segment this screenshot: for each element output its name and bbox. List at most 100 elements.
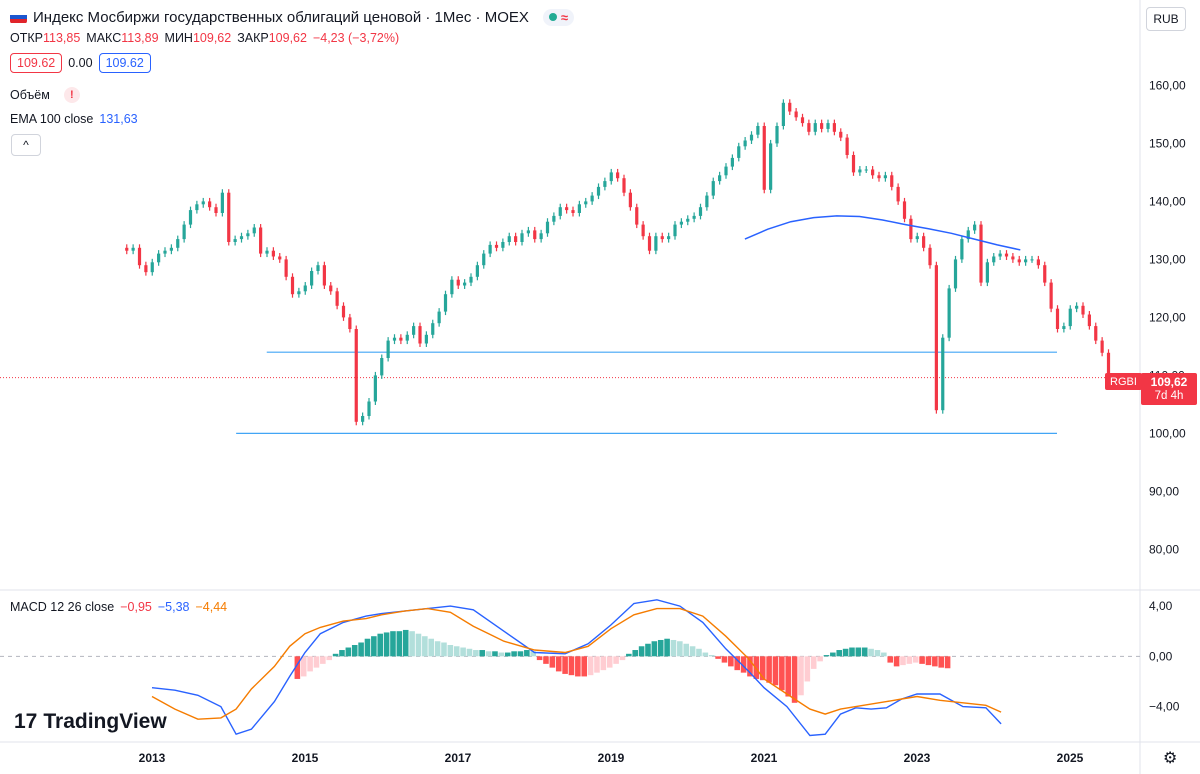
macd-hist-bar: [925, 656, 932, 666]
macd-hist-bar: [893, 656, 900, 667]
candle-body: [246, 233, 250, 237]
macd-hist-bar: [383, 632, 390, 657]
macd-hist-bar: [555, 656, 562, 672]
chart-title-bar[interactable]: Индекс Мосбиржи государственных облигаци…: [10, 6, 575, 28]
macd-hist-bar: [320, 656, 326, 664]
candle-body: [698, 207, 703, 216]
macd-hist-bar: [294, 656, 301, 679]
candle-body: [877, 175, 881, 179]
macd-hist-bar: [358, 642, 364, 657]
candle-body: [660, 236, 664, 240]
candle-body: [163, 250, 167, 254]
macd-hist-bar: [466, 648, 473, 657]
tradingview-logo[interactable]: 17 TradingView: [14, 710, 167, 734]
macd-hist-bar: [861, 647, 868, 657]
macd-hist-bar: [581, 656, 588, 677]
macd-hist-bar: [855, 647, 862, 657]
candle-body: [545, 221, 550, 234]
candle-body: [558, 207, 562, 216]
candle-body: [469, 276, 473, 283]
macd-hist-bar: [473, 650, 479, 657]
candle-body: [1075, 305, 1079, 309]
candle-body: [341, 305, 346, 318]
close-value: 109,62: [268, 31, 307, 45]
macd-hist-bar: [804, 656, 811, 682]
candle-body: [482, 253, 486, 266]
candle-body: [590, 195, 594, 202]
candle-body: [909, 218, 913, 240]
macd-hist-bar: [498, 652, 505, 657]
candle-body: [628, 192, 632, 208]
candle-body: [692, 215, 696, 219]
market-status[interactable]: ≈: [542, 8, 575, 26]
macd-hist-bar: [332, 653, 339, 657]
macd-hist-bar: [626, 653, 632, 657]
candle-body: [310, 271, 314, 286]
macd-hist-bar: [785, 656, 792, 697]
macd-hist-bar: [696, 648, 702, 657]
macd-line-value: −5,38: [157, 600, 190, 614]
candle-body: [1081, 305, 1085, 315]
candle-body: [475, 265, 479, 277]
candle-body: [443, 294, 448, 312]
macd-legend[interactable]: MACD 12 26 close −0,95 −5,38 −4,44: [10, 600, 227, 614]
currency-button[interactable]: RUB: [1146, 7, 1186, 31]
buy-price-button[interactable]: 109.62: [98, 53, 151, 73]
candle-body: [137, 247, 142, 266]
candle-body: [641, 224, 645, 237]
wave-icon: ≈: [560, 9, 569, 25]
macd-hist-bar: [651, 641, 658, 657]
macd-hist-bar: [944, 656, 951, 669]
candle-body: [418, 326, 422, 344]
y-tick-label: 90,00: [1149, 484, 1179, 498]
flag-stripe: [10, 14, 27, 20]
y-tick-label: 100,00: [1149, 426, 1186, 440]
ohlc-legend: ОТКР113,85 МАКС113,89 МИН109,62 ЗАКР109,…: [10, 31, 399, 45]
macd-hist-bar: [830, 652, 836, 657]
candle-body: [501, 242, 505, 248]
trade-price-boxes: 109.62 0.00 109.62: [10, 53, 151, 73]
y-tick-label: 150,00: [1149, 136, 1186, 150]
macd-hist-bar: [422, 636, 428, 657]
candle-body: [749, 134, 754, 141]
sell-price-button[interactable]: 109.62: [10, 53, 63, 73]
warning-icon[interactable]: !: [63, 87, 80, 103]
candle-body: [737, 146, 741, 158]
macd-hist-bar: [932, 656, 938, 667]
candle-body: [1024, 259, 1028, 263]
tradingview-logo-icon: 17: [14, 710, 38, 733]
low-label: МИН: [164, 31, 193, 45]
flag-stripe: [10, 10, 27, 15]
candle-body: [1087, 314, 1091, 327]
macd-hist-bar: [447, 645, 454, 657]
candle-body: [781, 102, 785, 126]
candle-body: [832, 123, 836, 132]
candle-body: [973, 224, 977, 231]
candle-body: [354, 329, 358, 422]
macd-hist-bar: [543, 656, 549, 664]
gear-icon[interactable]: ⚙: [1163, 750, 1178, 767]
macd-hist-bar: [912, 656, 919, 663]
high-label: МАКС: [86, 31, 122, 45]
candle-body: [1011, 256, 1015, 260]
y-tick-label: 120,00: [1149, 310, 1186, 324]
russia-flag-icon: [10, 10, 27, 24]
ema-legend[interactable]: EMA 100 close 131,63: [10, 112, 138, 126]
x-tick-label: 2023: [904, 751, 931, 765]
macd-hist-bar: [460, 647, 466, 657]
symbol-title: Индекс Мосбиржи государственных облигаци…: [33, 8, 529, 26]
volume-legend[interactable]: Объём !: [10, 87, 80, 103]
candle-body: [182, 224, 186, 240]
candle-body: [1068, 308, 1072, 327]
candle-body: [839, 131, 843, 138]
macd-hist-bar: [798, 656, 804, 696]
last-price-tag: 109,62 7d 4h: [1141, 373, 1197, 405]
candle-body: [902, 201, 907, 219]
candle-body: [800, 117, 805, 124]
collapse-legend-button[interactable]: ^: [11, 134, 41, 156]
macd-hist-bar: [339, 650, 345, 657]
candle-body: [596, 186, 601, 196]
macd-hist-bar: [670, 639, 677, 657]
candle-body: [922, 236, 926, 248]
